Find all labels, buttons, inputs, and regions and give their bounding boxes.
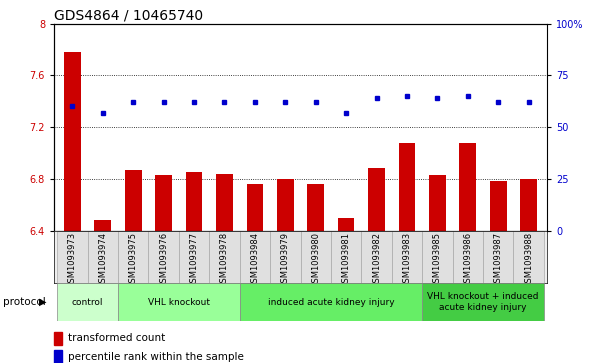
Bar bbox=[57, 283, 118, 321]
Bar bbox=[513, 231, 544, 283]
Bar bbox=[186, 172, 203, 231]
Text: induced acute kidney injury: induced acute kidney injury bbox=[267, 298, 394, 307]
Text: protocol: protocol bbox=[3, 297, 46, 307]
Bar bbox=[118, 231, 148, 283]
Text: GSM1093987: GSM1093987 bbox=[494, 232, 502, 288]
Text: GSM1093975: GSM1093975 bbox=[129, 232, 138, 288]
Text: GSM1093988: GSM1093988 bbox=[524, 232, 533, 288]
Bar bbox=[331, 231, 361, 283]
Bar bbox=[459, 143, 476, 231]
Text: transformed count: transformed count bbox=[68, 334, 165, 343]
Text: GSM1093973: GSM1093973 bbox=[68, 232, 77, 288]
Text: GSM1093974: GSM1093974 bbox=[99, 232, 107, 288]
Bar bbox=[148, 231, 179, 283]
Bar bbox=[490, 182, 507, 231]
Bar bbox=[246, 184, 263, 231]
Bar bbox=[64, 52, 81, 231]
Text: VHL knockout: VHL knockout bbox=[148, 298, 210, 307]
Text: percentile rank within the sample: percentile rank within the sample bbox=[68, 352, 244, 362]
Bar bbox=[520, 179, 537, 231]
Bar bbox=[361, 231, 392, 283]
Bar bbox=[240, 283, 422, 321]
Bar bbox=[307, 184, 324, 231]
Text: GSM1093978: GSM1093978 bbox=[220, 232, 229, 288]
Bar bbox=[240, 231, 270, 283]
Bar bbox=[88, 231, 118, 283]
Text: GSM1093976: GSM1093976 bbox=[159, 232, 168, 288]
Bar bbox=[216, 174, 233, 231]
Bar bbox=[209, 231, 240, 283]
Text: GSM1093986: GSM1093986 bbox=[463, 232, 472, 288]
Bar bbox=[338, 217, 355, 231]
Text: control: control bbox=[72, 298, 103, 307]
Bar bbox=[422, 231, 453, 283]
Bar bbox=[483, 231, 513, 283]
Bar bbox=[392, 231, 422, 283]
Text: GSM1093981: GSM1093981 bbox=[341, 232, 350, 288]
Text: GSM1093983: GSM1093983 bbox=[403, 232, 412, 288]
Text: GDS4864 / 10465740: GDS4864 / 10465740 bbox=[54, 8, 203, 23]
Bar bbox=[270, 231, 300, 283]
Bar bbox=[398, 143, 415, 231]
Bar bbox=[155, 175, 172, 231]
Text: GSM1093984: GSM1093984 bbox=[251, 232, 260, 288]
Bar bbox=[179, 231, 209, 283]
Bar bbox=[94, 220, 111, 231]
Text: ▶: ▶ bbox=[39, 297, 46, 307]
Bar bbox=[300, 231, 331, 283]
Bar bbox=[429, 175, 446, 231]
Bar bbox=[57, 231, 88, 283]
Bar bbox=[118, 283, 240, 321]
Bar bbox=[368, 168, 385, 231]
Bar bbox=[125, 170, 142, 231]
Text: GSM1093985: GSM1093985 bbox=[433, 232, 442, 288]
Bar bbox=[277, 179, 294, 231]
Text: GSM1093980: GSM1093980 bbox=[311, 232, 320, 288]
Text: GSM1093982: GSM1093982 bbox=[372, 232, 381, 288]
Text: GSM1093977: GSM1093977 bbox=[189, 232, 198, 288]
Bar bbox=[453, 231, 483, 283]
Text: VHL knockout + induced
acute kidney injury: VHL knockout + induced acute kidney inju… bbox=[427, 293, 538, 312]
Bar bbox=[422, 283, 544, 321]
Text: GSM1093979: GSM1093979 bbox=[281, 232, 290, 288]
